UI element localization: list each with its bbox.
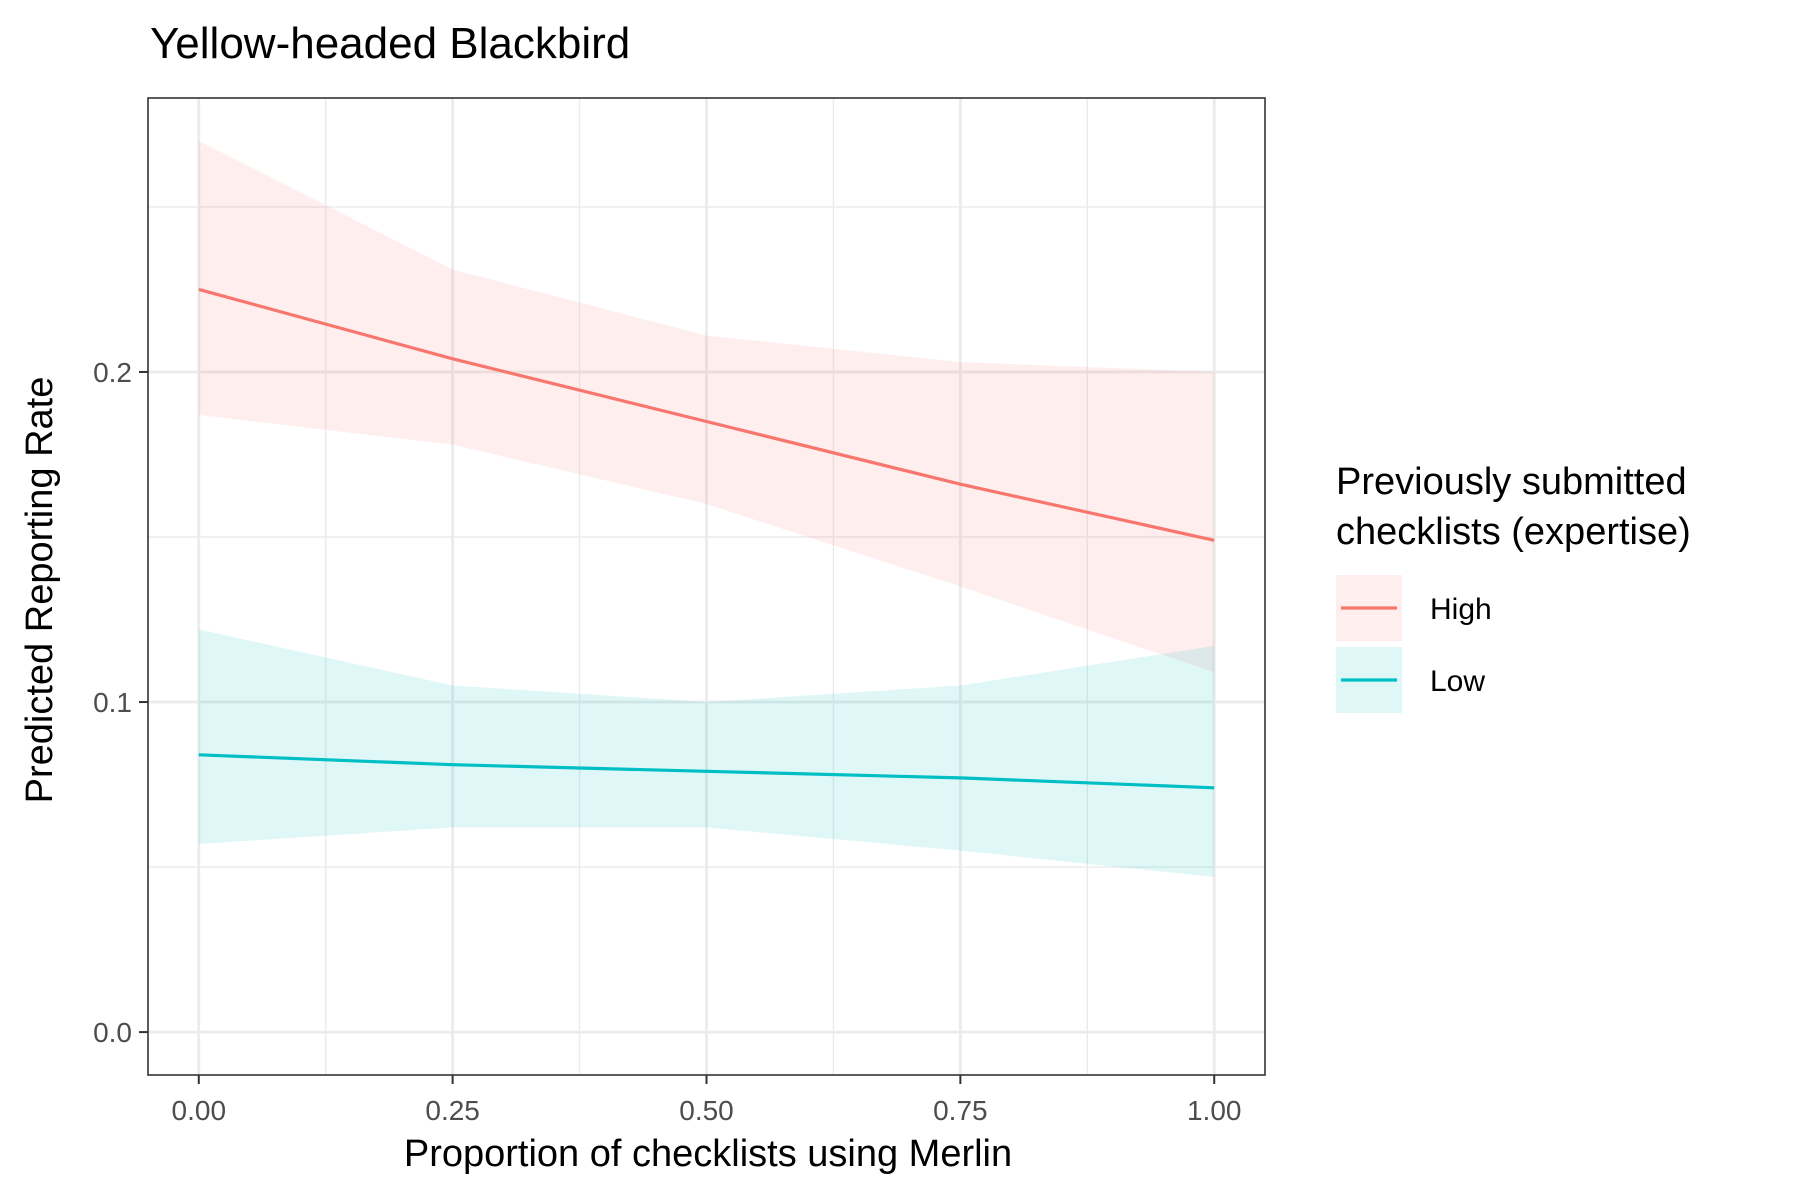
legend-label-high: High: [1430, 593, 1492, 626]
ribbon-low: [198, 629, 1215, 877]
x-tick-label: 0.00: [172, 1095, 227, 1126]
y-tick-label: 0.0: [93, 1017, 132, 1048]
x-axis: 0.00 0.25 0.50 0.75 1.00: [172, 1075, 1242, 1126]
legend: Previously submitted checklists (experti…: [1336, 461, 1691, 713]
series-line-high: [198, 287, 1215, 542]
x-axis-title: Proportion of checklists using Merlin: [404, 1133, 1012, 1175]
plot-area: [147, 97, 1266, 1076]
x-tick-label: 0.25: [425, 1095, 480, 1126]
y-axis-title: Predicted Reporting Rate: [19, 377, 61, 804]
x-tick-label: 0.75: [933, 1095, 988, 1126]
y-axis: 0.0 0.1 0.2: [93, 357, 148, 1048]
y-tick-label: 0.1: [93, 687, 132, 718]
series-line-low: [198, 753, 1215, 790]
legend-title-line-2: checklists (expertise): [1336, 511, 1691, 553]
x-tick-label: 1.00: [1187, 1095, 1242, 1126]
x-tick-label: 0.50: [679, 1095, 734, 1126]
chart-title: Yellow-headed Blackbird: [150, 19, 630, 68]
legend-title-line-1: Previously submitted: [1336, 461, 1687, 503]
y-tick-label: 0.2: [93, 357, 132, 388]
legend-label-low: Low: [1430, 665, 1485, 698]
ribbon-high: [198, 140, 1215, 673]
